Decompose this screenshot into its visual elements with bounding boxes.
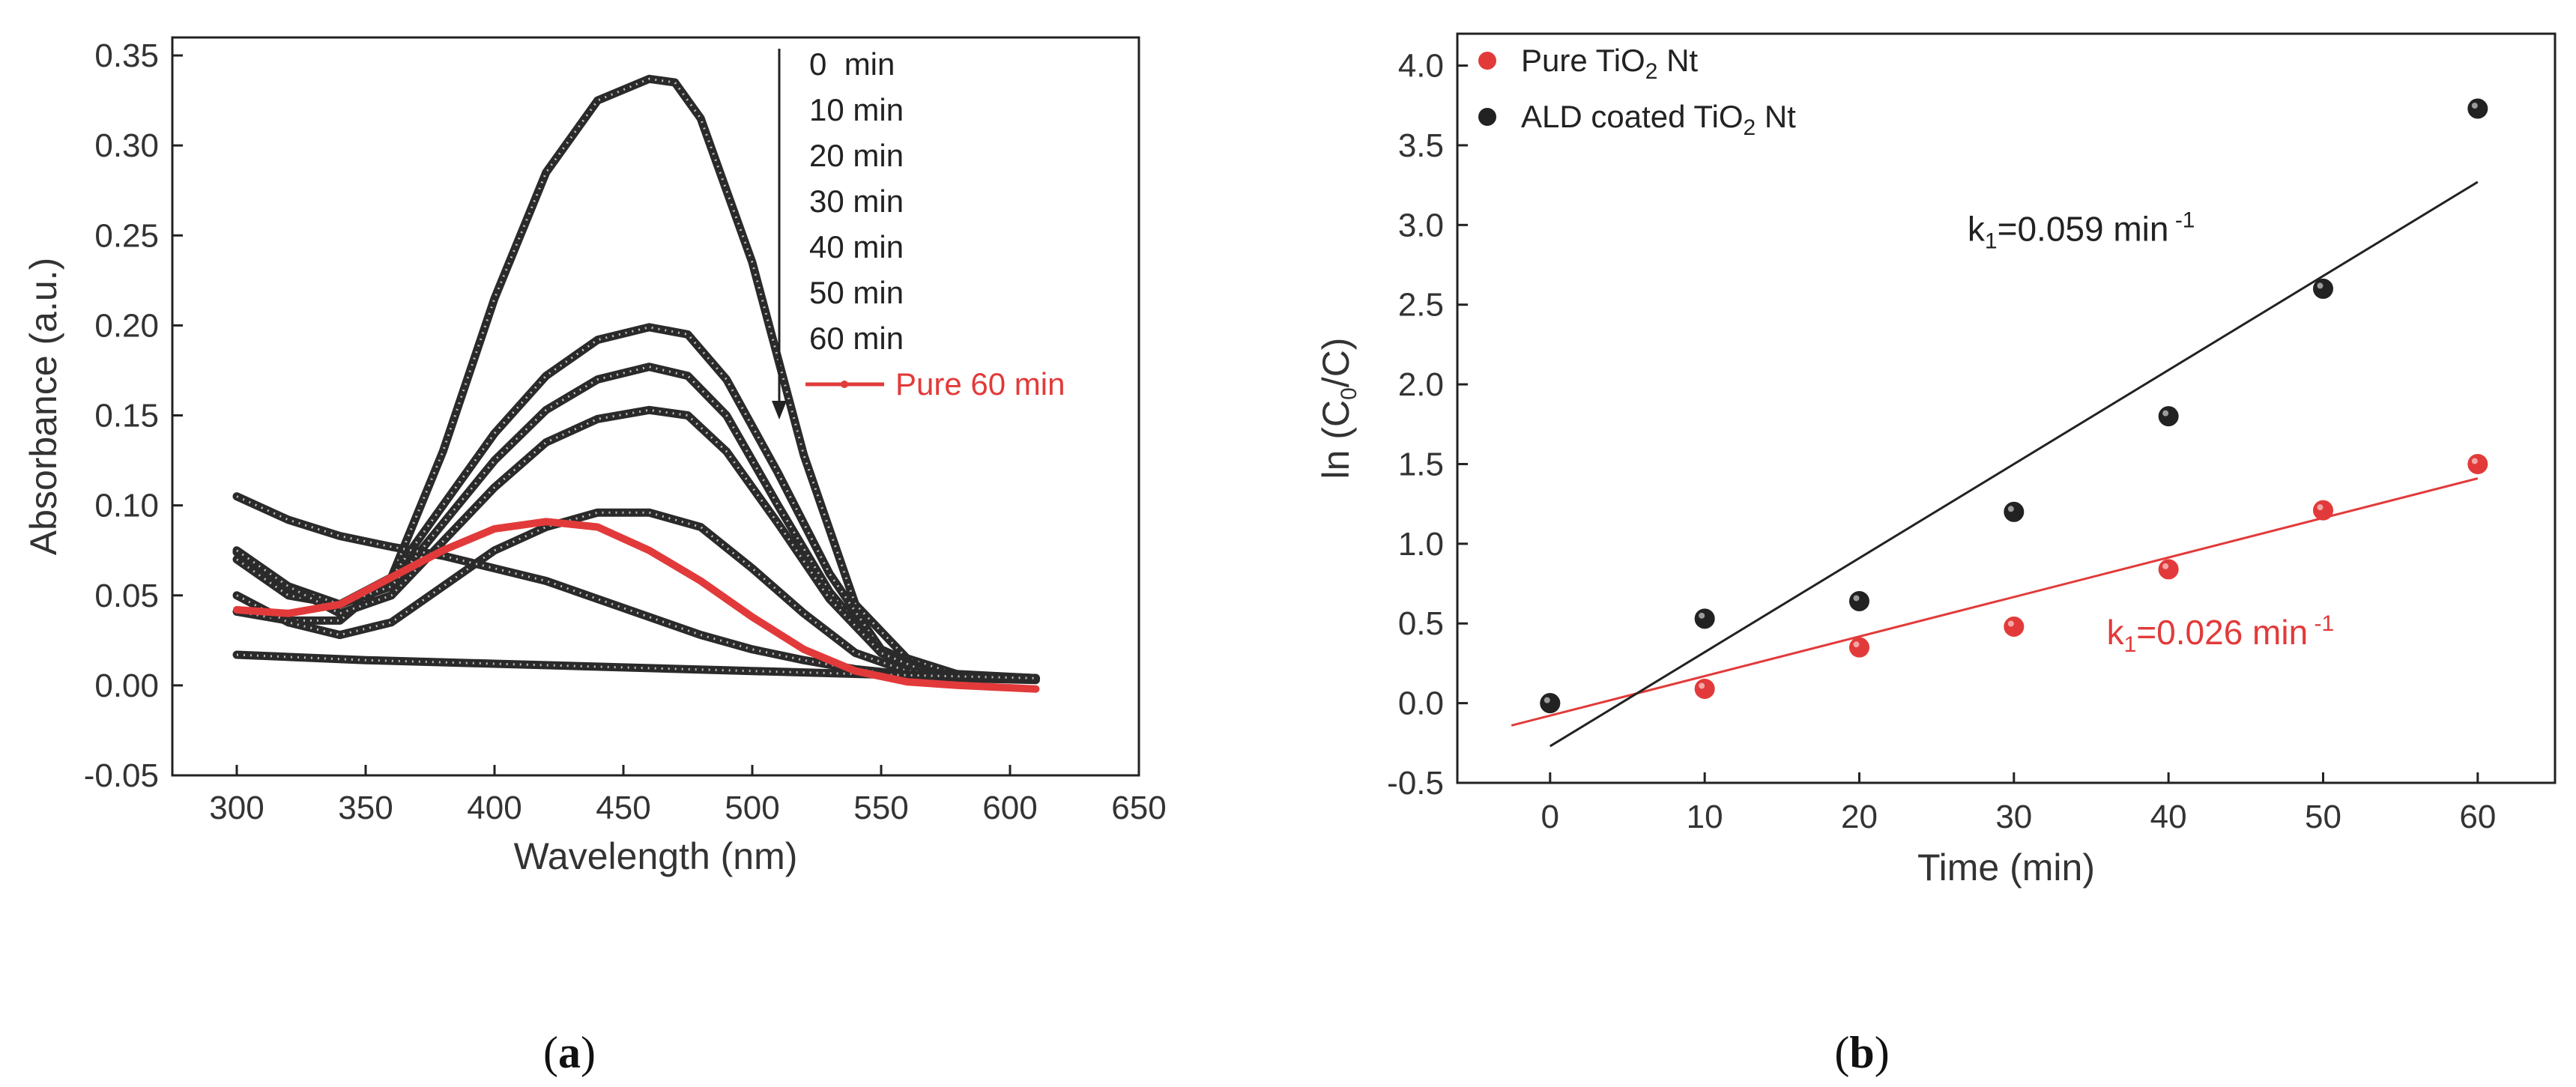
x-tick-label: 60 (2459, 799, 2496, 835)
series-line-7 (233, 518, 1040, 693)
y-axis-label: ln (C0/C) (1315, 338, 1361, 479)
data-point-highlight (2162, 410, 2169, 417)
data-point (2467, 453, 2488, 474)
data-point (1540, 693, 1561, 714)
series-line-5 (232, 492, 1040, 685)
series-dots-3 (236, 408, 1036, 679)
y-axis-label: Absorbance (a.u.) (22, 258, 64, 555)
data-point-highlight (2007, 620, 2014, 627)
legend-label: 30 min (809, 184, 904, 219)
x-tick-label: 10 (1687, 799, 1723, 835)
legend-marker (1478, 108, 1496, 126)
data-point-highlight (2471, 458, 2478, 464)
y-tick-label: 2.5 (1398, 287, 1444, 324)
fit-line-1 (1549, 181, 2479, 748)
data-point-highlight (1699, 682, 1705, 689)
y-tick-label: 1.0 (1398, 526, 1444, 563)
data-point-highlight (2317, 282, 2323, 289)
x-tick-label: 600 (982, 790, 1037, 826)
data-point-highlight (2162, 563, 2169, 569)
data-point (2158, 559, 2179, 580)
series-dots-5 (236, 495, 1036, 682)
y-tick-label: 0.05 (94, 578, 159, 614)
x-tick-label: 650 (1111, 790, 1166, 826)
legend-label: 60 min (809, 321, 904, 356)
data-point (2312, 500, 2333, 521)
legend-label: ALD coated TiO2 Nt (1521, 99, 1796, 140)
panel-tag-a: (a) (543, 1028, 596, 1077)
legend-label: 0 min (809, 46, 895, 82)
y-tick-label: 3.0 (1398, 207, 1444, 243)
plot-frame (1456, 32, 2557, 784)
x-tick-label: 550 (853, 790, 908, 826)
legend-label: Pure TiO2 Nt (1521, 43, 1698, 84)
legend-label: 10 min (809, 92, 904, 127)
data-point (2467, 98, 2488, 119)
data-point (2004, 501, 2025, 522)
rate-constant-annotation: k1=0.026 min -1 (2107, 611, 2335, 657)
data-point (1848, 637, 1869, 658)
y-tick-label: 4.0 (1398, 48, 1444, 85)
y-tick-label: 0.0 (1398, 685, 1444, 722)
series-dots-6 (236, 653, 1036, 679)
y-tick-label: 0.35 (94, 37, 159, 74)
y-tick-label: 0.00 (94, 667, 159, 704)
data-point (1848, 590, 1869, 611)
y-tick-label: 2.0 (1398, 366, 1444, 403)
data-point-highlight (2471, 103, 2478, 109)
y-tick-label: 0.20 (94, 307, 159, 344)
y-tick-label: 1.5 (1398, 446, 1444, 482)
x-tick-label: 0 (1541, 799, 1559, 835)
legend-label: 50 min (809, 275, 904, 310)
fit-line-0 (1511, 477, 2479, 727)
data-point (2004, 616, 2025, 637)
y-tick-label: -0.05 (84, 757, 159, 794)
legend-marker (1478, 52, 1496, 70)
x-tick-label: 300 (209, 790, 264, 826)
series-dots-4 (236, 511, 1036, 679)
plot-frame (171, 36, 1140, 777)
data-point-highlight (1699, 612, 1705, 619)
data-point-highlight (2317, 504, 2323, 511)
chart-absorbance-spectra: 300 350 400 450 500 550 600 650 -0.05 0.00 0.05 0.1… (22, 36, 1167, 877)
y-tick-label: 0.5 (1398, 605, 1444, 642)
series-dots-2 (236, 366, 1036, 679)
data-point-highlight (1853, 641, 1860, 648)
x-tick-label: 30 (1995, 799, 2032, 835)
panel-tag-b: (b) (1834, 1028, 1889, 1077)
y-tick-label: -0.5 (1387, 765, 1444, 802)
legend: Pure TiO2 Nt ALD coated TiO2 Nt (1478, 43, 1796, 140)
y-tick-label: 0.15 (94, 398, 159, 435)
y-tick-label: 0.30 (94, 127, 159, 164)
legend-label: 40 min (809, 229, 904, 264)
data-point-highlight (1544, 697, 1550, 703)
y-tick-label: 0.25 (94, 217, 159, 254)
x-tick-label: 20 (1841, 799, 1878, 835)
y-tick-label: 3.5 (1398, 127, 1444, 164)
x-axis-label: Wavelength (nm) (514, 835, 798, 877)
legend: 0 min 10 min 20 min 30 min 40 min 50 min 60 mi… (772, 46, 1065, 420)
chart-kinetics: 0 10 20 30 40 50 60 -0.5 0.0 0.5 1.0 1.5 2.0 2.5 3.0 3.… (1315, 32, 2557, 888)
data-point (2158, 406, 2179, 427)
arrow-down-icon (772, 401, 787, 420)
legend-label: Pure 60 min (895, 366, 1065, 402)
data-point-highlight (1853, 595, 1860, 602)
data-point-highlight (2007, 506, 2014, 512)
data-point (1694, 678, 1715, 699)
x-tick-label: 50 (2305, 799, 2341, 835)
data-point (2312, 278, 2333, 299)
data-point (1694, 608, 1715, 629)
x-tick-label: 40 (2150, 799, 2187, 835)
y-tick-label: 0.10 (94, 488, 159, 524)
x-tick-label: 450 (596, 790, 650, 826)
rate-constant-annotation: k1=0.059 min -1 (1968, 208, 2195, 254)
legend-label: 20 min (809, 138, 904, 173)
x-axis-label: Time (min) (1917, 847, 2095, 888)
x-tick-label: 400 (467, 790, 521, 826)
legend-swatch-marker (841, 381, 848, 388)
x-tick-label: 350 (338, 790, 393, 826)
x-tick-label: 500 (725, 790, 779, 826)
